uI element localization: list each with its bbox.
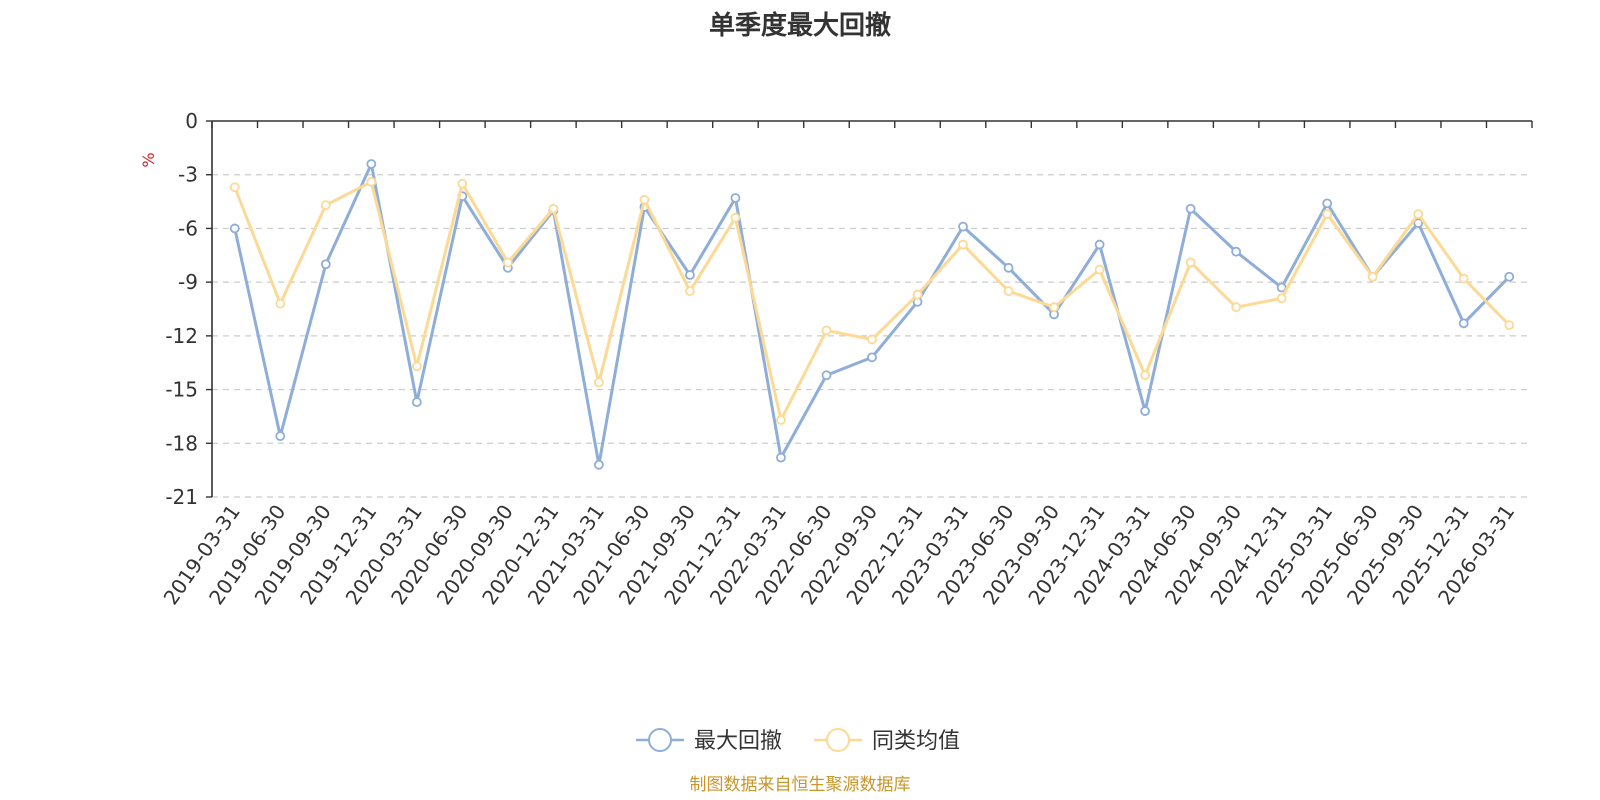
max-drawdown-point xyxy=(1003,262,1014,273)
legend-max-drawdown[interactable]: 最大回撤 xyxy=(636,728,782,754)
peer-average-point xyxy=(1322,209,1333,220)
peer-average-point xyxy=(1231,302,1242,313)
max-drawdown-point xyxy=(1322,198,1333,209)
y-tick-label: -3 xyxy=(178,163,198,187)
max-drawdown-line xyxy=(233,162,1511,467)
peer-average-point xyxy=(1003,286,1014,296)
legend[interactable]: 最大回撤 同类均值 xyxy=(636,728,960,754)
peer-average-point xyxy=(958,239,968,250)
max-drawdown-point xyxy=(867,352,877,363)
max-drawdown-point xyxy=(593,459,604,470)
y-tick-label: -18 xyxy=(165,431,198,455)
y-tick-label: -21 xyxy=(165,485,198,509)
legend-peer-average-label: 同类均值 xyxy=(872,729,960,754)
max-drawdown-point xyxy=(366,159,377,169)
peer-average-point xyxy=(639,194,650,205)
peer-average-point xyxy=(1140,370,1151,381)
max-drawdown-point xyxy=(1504,271,1515,282)
chart-title: 单季度最大回撤 xyxy=(709,10,891,41)
legend-max-drawdown-label: 最大回撤 xyxy=(694,729,782,754)
max-drawdown-point xyxy=(776,452,786,463)
y-tick-label: 0 xyxy=(185,109,198,133)
max-drawdown-point xyxy=(730,193,741,203)
peer-average-point xyxy=(411,361,422,372)
peer-average-point xyxy=(685,286,695,296)
peer-average-point xyxy=(275,298,286,309)
peer-average-point xyxy=(320,200,331,211)
peer-average-point xyxy=(821,325,832,336)
peer-average-point xyxy=(912,289,923,300)
peer-average-point xyxy=(1185,257,1196,268)
y-tick-label: -6 xyxy=(178,216,198,240)
max-drawdown-point xyxy=(320,259,331,270)
y-tick-label: -15 xyxy=(165,378,198,402)
max-drawdown-point xyxy=(685,270,695,280)
legend-peer-average[interactable]: 同类均值 xyxy=(814,728,960,754)
peer-average-point xyxy=(1049,302,1059,313)
max-drawdown-point xyxy=(821,370,832,381)
max-drawdown-point xyxy=(1185,203,1196,214)
legend-max-drawdown-swatch-circle xyxy=(648,728,672,752)
y-axis-unit: % xyxy=(139,152,158,167)
max-drawdown-point xyxy=(1458,318,1469,329)
max-drawdown-point xyxy=(958,221,968,232)
peer-average-point xyxy=(1276,293,1287,304)
peer-average-point xyxy=(366,176,377,187)
peer-average-point xyxy=(776,415,786,425)
max-drawdown-point xyxy=(1231,246,1242,257)
max-drawdown-point xyxy=(1140,406,1151,416)
y-tick-labels: 0 -3 -6 -9 -12 -15 -18 -21 xyxy=(165,109,198,509)
peer-average-point xyxy=(229,182,240,193)
max-drawdown-point xyxy=(229,223,240,234)
peer-average-point xyxy=(457,178,468,189)
peer-average-point xyxy=(1094,264,1105,275)
peer-average-point xyxy=(1504,320,1515,331)
max-drawdown-point xyxy=(1094,239,1105,250)
peer-average-point xyxy=(730,212,741,223)
peer-average-point xyxy=(867,334,877,345)
max-drawdown-point xyxy=(275,431,286,442)
x-tick-labels: 2019-03-312019-06-302019-09-302019-12-31… xyxy=(159,500,1520,609)
source-note: 制图数据来自恒生聚源数据库 xyxy=(690,775,911,795)
legend-peer-average-swatch-circle xyxy=(826,728,850,752)
axes xyxy=(206,120,1533,498)
peer-average-point xyxy=(548,203,559,214)
peer-average-point xyxy=(502,257,513,268)
series-group xyxy=(229,159,1515,470)
max-drawdown-point xyxy=(411,397,422,408)
y-tick-label: -12 xyxy=(165,324,198,348)
peer-average-point xyxy=(1458,273,1469,284)
peer-average-point xyxy=(593,377,604,388)
max-drawdown-point xyxy=(1413,218,1424,228)
peer-average-point xyxy=(1413,209,1424,220)
y-tick-label: -9 xyxy=(178,270,198,294)
max-drawdown-point xyxy=(1276,282,1287,293)
peer-average-point xyxy=(1367,271,1378,282)
